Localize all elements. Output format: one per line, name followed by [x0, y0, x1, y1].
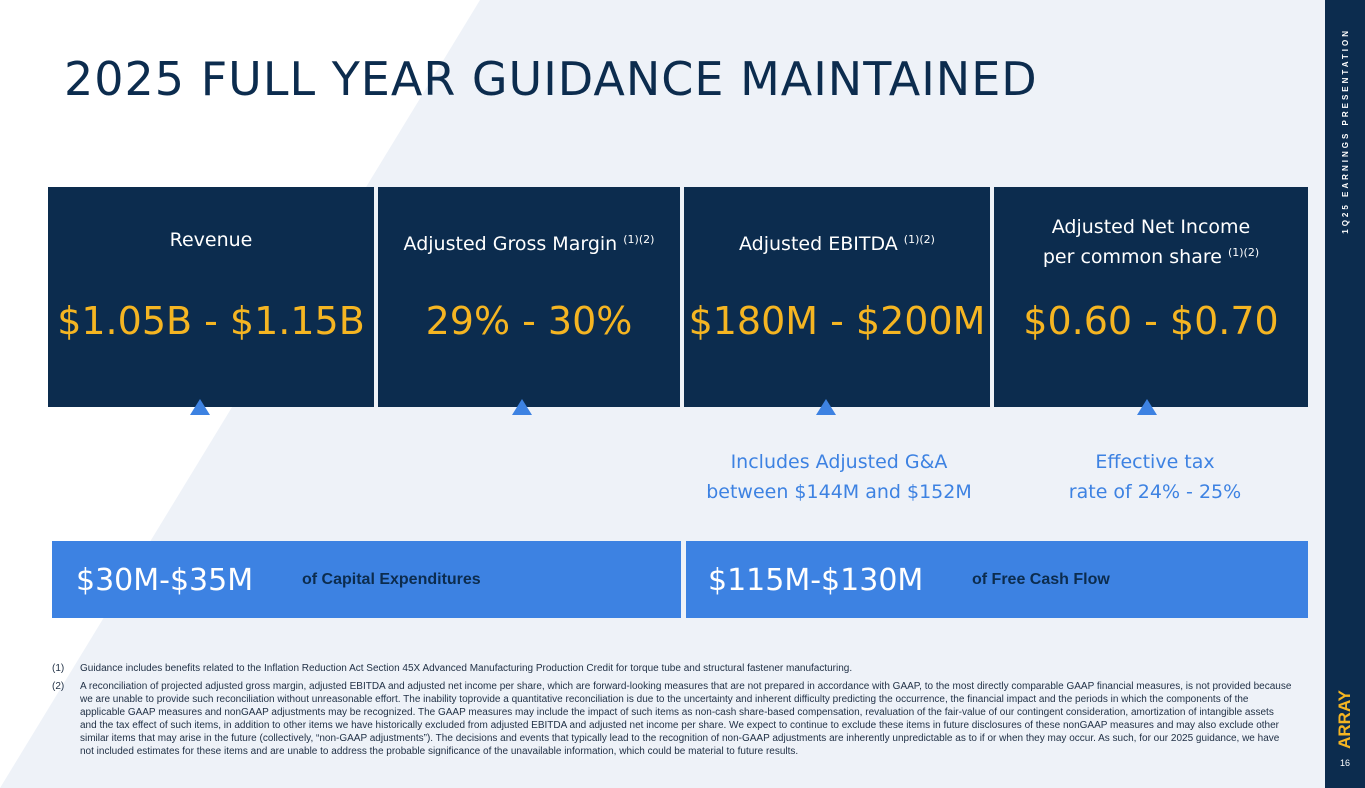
- page-number: 16: [1339, 758, 1350, 768]
- bar-value: $115M-$130M: [708, 563, 924, 598]
- logo-text: ARRAY: [1335, 689, 1354, 749]
- card-value: $0.60 - $0.70: [1023, 299, 1279, 343]
- note-adjusted-ga: Includes Adjusted G&A between $144M and …: [684, 447, 994, 507]
- footnotes: (1) Guidance includes benefits related t…: [52, 662, 1292, 763]
- footnote-ref: (1)(2): [623, 233, 655, 246]
- card-value: $1.05B - $1.15B: [57, 299, 365, 343]
- card-adjusted-gross-margin: Adjusted Gross Margin (1)(2) 29% - 30%: [378, 187, 680, 407]
- card-label-text: Adjusted Gross Margin: [403, 233, 618, 255]
- footnote: (1) Guidance includes benefits related t…: [52, 662, 1292, 675]
- card-label-text: Revenue: [169, 229, 253, 251]
- sidebar: 1Q25 EARNINGS PRESENTATION ARRAY 16: [1325, 0, 1365, 788]
- note-line2: rate of 24% - 25%: [1068, 481, 1242, 503]
- footnote-number: (1): [52, 663, 65, 674]
- triangle-marker: [816, 399, 836, 415]
- bar-value: $30M-$35M: [76, 563, 254, 598]
- triangle-marker: [1137, 399, 1157, 415]
- card-label: Adjusted Gross Margin (1)(2): [378, 227, 680, 257]
- card-label-text: Adjusted EBITDA: [739, 233, 898, 255]
- footnote-text: A reconciliation of projected adjusted g…: [80, 681, 1292, 757]
- card-value: $180M - $200M: [688, 299, 986, 343]
- footnote-ref: (1)(2): [1227, 246, 1260, 259]
- card-label-line2: per common share: [1042, 246, 1222, 268]
- card-adjusted-net-income: Adjusted Net Income per common share (1)…: [994, 187, 1308, 407]
- note-line1: Effective tax: [1095, 451, 1215, 473]
- sidebar-label-wrap: 1Q25 EARNINGS PRESENTATION: [1337, 28, 1353, 234]
- card-label: Adjusted Net Income per common share (1)…: [994, 214, 1308, 270]
- page-title: 2025 FULL YEAR GUIDANCE MAINTAINED: [64, 52, 1038, 106]
- footnote-number: (2): [52, 681, 65, 692]
- triangle-marker: [190, 399, 210, 415]
- bar-label: of Capital Expenditures: [302, 571, 481, 588]
- free-cash-flow-bar: $115M-$130M of Free Cash Flow: [686, 541, 1308, 618]
- sidebar-label: 1Q25 EARNINGS PRESENTATION: [1340, 28, 1350, 234]
- capex-bar: $30M-$35M of Capital Expenditures: [52, 541, 681, 618]
- note-line2: between $144M and $152M: [706, 481, 972, 503]
- footnote-ref: (1)(2): [903, 233, 935, 246]
- card-value: 29% - 30%: [425, 299, 633, 343]
- note-effective-tax: Effective tax rate of 24% - 25%: [1000, 447, 1310, 507]
- triangle-marker: [512, 399, 532, 415]
- card-revenue: Revenue $1.05B - $1.15B: [48, 187, 374, 407]
- note-line1: Includes Adjusted G&A: [730, 451, 948, 473]
- card-label: Adjusted EBITDA (1)(2): [684, 227, 990, 257]
- footnote: (2) A reconciliation of projected adjust…: [52, 680, 1292, 758]
- card-adjusted-ebitda: Adjusted EBITDA (1)(2) $180M - $200M: [684, 187, 990, 407]
- bar-label: of Free Cash Flow: [972, 571, 1110, 588]
- footnote-text: Guidance includes benefits related to th…: [80, 663, 853, 674]
- array-logo: ARRAY: [1333, 690, 1357, 749]
- card-label-line1: Adjusted Net Income: [1051, 216, 1251, 238]
- card-label: Revenue: [48, 227, 374, 253]
